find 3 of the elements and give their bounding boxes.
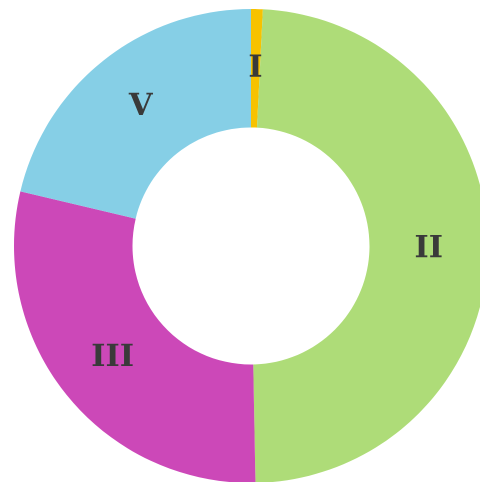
slice-label: V	[128, 92, 154, 116]
slice-label: III	[92, 344, 133, 366]
slice-label: II	[416, 234, 442, 258]
